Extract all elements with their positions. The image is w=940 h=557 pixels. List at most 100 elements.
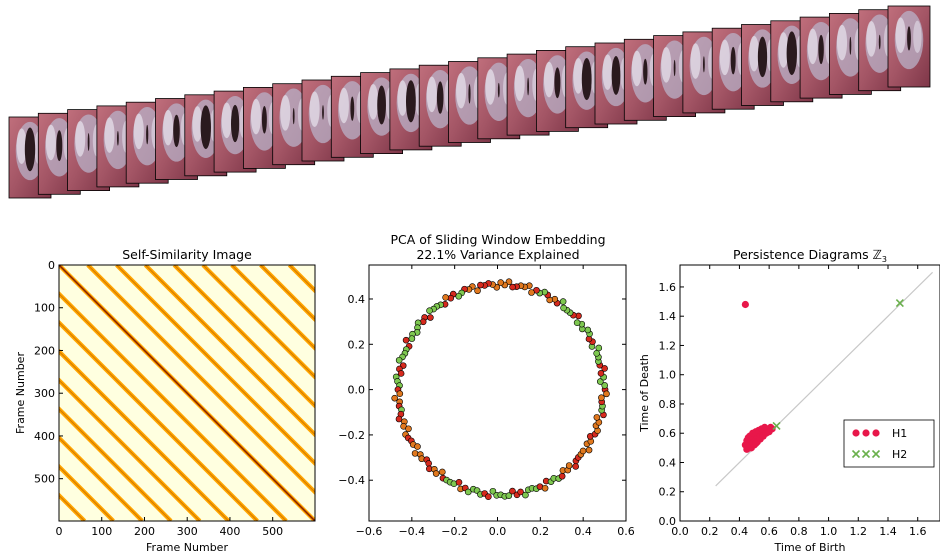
frame-highlight — [456, 72, 467, 109]
pca-point — [598, 394, 605, 402]
pca-point — [474, 287, 481, 295]
pd-ytick-label: 0.8 — [659, 398, 677, 411]
ssm-band-core — [59, 408, 172, 521]
frame-glottis — [497, 82, 500, 98]
frame-highlight — [75, 120, 86, 157]
pd-h1-point — [765, 428, 773, 436]
pca-point — [455, 478, 463, 486]
video-frame — [623, 38, 667, 121]
frame-highlight — [280, 95, 291, 131]
ssm-ytick-label: 200 — [34, 344, 55, 357]
pca-title: PCA of Sliding Window Embedding — [390, 232, 605, 247]
legend-h2-cross — [871, 449, 881, 459]
pca-point — [396, 390, 404, 397]
ssm-xtick-label: 300 — [177, 525, 198, 538]
frame-glottis — [56, 130, 63, 162]
frame-glottis — [878, 34, 881, 50]
frame-glottis — [117, 131, 119, 146]
pca-point — [477, 281, 484, 289]
frame-glottis — [703, 56, 705, 73]
legend-h2-cross — [861, 449, 871, 459]
frame-highlight — [661, 46, 672, 83]
pca-ytick-label: −0.2 — [338, 429, 365, 442]
pca-point — [414, 443, 421, 450]
pca-point — [425, 460, 432, 467]
pca-point — [522, 491, 529, 499]
frame-glottis — [673, 59, 676, 77]
pca-ytick-label: 0.2 — [348, 338, 366, 351]
frame-glottis — [581, 58, 592, 101]
frame-highlight — [338, 87, 349, 124]
pd-ytick-label: 1.2 — [659, 339, 677, 352]
pd-ytick-label: 0.0 — [659, 515, 677, 528]
pd-ytick-label: 0.6 — [659, 427, 677, 440]
pd-ylabel: Time of Death — [638, 354, 651, 433]
frame-glottis — [436, 81, 444, 114]
pca-point — [560, 304, 567, 312]
pca-subtitle: 22.1% Variance Explained — [416, 247, 579, 262]
frame-highlight — [631, 50, 642, 87]
frame-highlight — [807, 28, 818, 65]
ssm-x-ticks: 0 100 200 300 400 500 — [56, 517, 283, 538]
ssm-band-core — [260, 265, 315, 321]
pca-xtick-label: 0.4 — [574, 525, 592, 538]
frame-highlight — [602, 54, 613, 90]
ssm-band-core — [173, 265, 315, 407]
pca-point — [485, 493, 492, 500]
pca-point — [505, 492, 513, 499]
pca-point — [601, 365, 608, 372]
frame-highlight — [573, 58, 584, 94]
pd-xtick-label: 0.8 — [790, 525, 808, 538]
pd-xtick-label: 0.2 — [701, 525, 719, 538]
pca-point — [595, 344, 603, 352]
ssm-band-core — [59, 379, 201, 521]
frame-glottis — [146, 124, 149, 145]
pd-x-ticks: 0.0 0.2 0.4 0.6 0.8 1.0 1.2 1.4 1.6 — [671, 265, 926, 538]
pca-point — [442, 294, 449, 301]
ssm-y-ticks: 0 100 200 300 400 500 — [34, 259, 63, 486]
pca-point — [411, 450, 419, 457]
ssm-xtick-label: 400 — [219, 525, 240, 538]
pd-title: Persistence Diagrams ℤ3 — [733, 247, 887, 264]
ssm-band-core — [231, 265, 315, 349]
frame-highlight — [192, 106, 203, 142]
frame-glottis — [818, 34, 824, 65]
frame-highlight — [866, 21, 877, 57]
pca-point — [395, 415, 403, 423]
pd-ytick-label: 1.6 — [659, 281, 677, 294]
pd-h1-point — [743, 442, 751, 450]
frame-glottis — [786, 31, 797, 76]
pca-point — [597, 370, 605, 377]
persistence-panel: Persistence Diagrams ℤ3 0.0 0.2 0.4 0.6 0.8 1… — [638, 247, 940, 554]
pd-h2-point — [895, 298, 904, 308]
pca-point — [489, 487, 497, 495]
pca-xtick-label: 0.2 — [532, 525, 550, 538]
pca-point — [541, 484, 549, 492]
pca-point — [593, 414, 601, 421]
legend-h2-marker — [851, 449, 881, 459]
pd-points — [741, 298, 904, 453]
legend-h1-dot — [872, 429, 880, 437]
frame-highlight — [913, 20, 922, 53]
pca-point — [579, 447, 587, 455]
pd-h2-point — [772, 421, 781, 430]
pca-point — [573, 319, 581, 327]
pd-xtick-label: 0.4 — [731, 525, 749, 538]
pca-point — [464, 488, 472, 496]
frame-highlight — [690, 43, 701, 79]
pd-ytick-label: 0.4 — [659, 456, 677, 469]
pca-point — [402, 336, 410, 344]
pca-ytick-label: 0.0 — [348, 384, 366, 397]
ssm-xtick-label: 0 — [56, 525, 63, 538]
pd-xtick-label: 0.0 — [671, 525, 689, 538]
pd-h1-point — [752, 439, 760, 448]
ssm-ytick-label: 500 — [34, 473, 55, 486]
ssm-band-core — [87, 265, 315, 493]
frame-glottis — [757, 36, 768, 78]
frame-highlight — [133, 113, 144, 150]
frame-glottis — [200, 105, 211, 150]
plots-row: Self-Similarity Image 0 100 200 300 400 500 0… — [14, 232, 940, 554]
ssm-xtick-label: 200 — [134, 525, 155, 538]
ssm-ytick-label: 100 — [34, 302, 55, 315]
pca-point — [455, 292, 463, 300]
